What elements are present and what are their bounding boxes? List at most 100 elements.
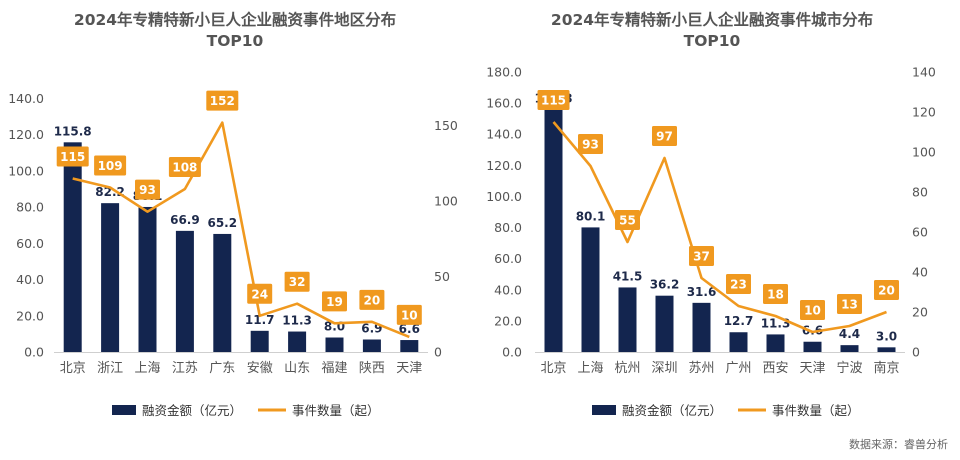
count-value-label: 24 — [251, 287, 268, 301]
left-axis-tick: 140.0 — [8, 91, 44, 106]
right-axis-tick: 150 — [434, 118, 458, 133]
count-value-label: 55 — [619, 214, 636, 228]
count-label-box — [94, 155, 127, 176]
right-axis-tick: 140 — [912, 65, 936, 80]
left-axis-tick: 60.0 — [16, 236, 44, 251]
bar-value-label: 12.7 — [724, 314, 754, 328]
count-label-box — [284, 271, 310, 292]
bar-value-label: 82.2 — [95, 185, 125, 199]
count-value-label: 20 — [364, 293, 381, 307]
count-value-label: 23 — [730, 278, 747, 292]
left-axis-tick: 0.0 — [24, 345, 44, 360]
count-label-box — [615, 210, 640, 230]
category-label: 南京 — [873, 360, 899, 376]
bar — [877, 347, 896, 352]
legend-bar-label: 融资金额（亿元） — [142, 403, 242, 418]
right-axis-tick: 20 — [912, 305, 928, 320]
chart-title: 2024年专精特新小巨人企业融资事件地区分布 — [74, 10, 396, 29]
bar — [138, 206, 157, 352]
category-label: 山东 — [284, 361, 310, 376]
left-axis-tick: 20.0 — [16, 308, 44, 323]
left-axis-tick: 40.0 — [16, 272, 44, 287]
bar — [692, 302, 711, 352]
category-label: 苏州 — [688, 360, 714, 376]
bar-value-label: 66.9 — [170, 213, 200, 227]
category-label: 杭州 — [614, 361, 640, 376]
right-axis-tick: 80 — [912, 185, 928, 200]
left-axis-tick: 80.0 — [494, 220, 522, 235]
count-label-box — [726, 274, 751, 294]
bar — [101, 203, 120, 352]
source-note: 数据来源：睿兽分析 — [849, 438, 948, 451]
category-label: 浙江 — [97, 361, 123, 376]
bar-value-label: 4.4 — [839, 327, 860, 341]
count-value-label: 152 — [210, 94, 235, 108]
category-label: 福建 — [321, 361, 347, 376]
category-label: 天津 — [396, 361, 422, 376]
bar-value-label: 11.3 — [282, 314, 312, 328]
category-label: 天津 — [799, 361, 825, 376]
right-axis-tick: 100 — [912, 145, 936, 160]
chart-title: 2024年专精特新小巨人企业融资事件城市分布 — [551, 10, 873, 29]
left-axis-tick: 140.0 — [486, 127, 522, 142]
category-label: 北京 — [60, 361, 86, 376]
chart-title: TOP10 — [684, 32, 741, 50]
left-axis-tick: 80.0 — [16, 200, 44, 215]
category-label: 广州 — [725, 361, 751, 376]
left-axis-tick: 0.0 — [502, 345, 522, 360]
count-value-label: 97 — [656, 130, 673, 144]
legend-bar-label: 融资金额（亿元） — [622, 403, 722, 418]
bar — [618, 287, 637, 352]
count-label-box — [689, 246, 714, 266]
count-value-label: 37 — [693, 250, 710, 264]
bar — [250, 330, 269, 352]
count-label-box — [837, 294, 862, 314]
bar — [766, 334, 785, 352]
category-label: 江苏 — [172, 360, 198, 376]
count-label-box — [135, 179, 160, 200]
bar — [544, 109, 563, 353]
count-label-box — [247, 283, 273, 304]
left-axis-tick: 40.0 — [494, 282, 522, 297]
category-label: 北京 — [540, 361, 566, 376]
bar-value-label: 115.8 — [54, 124, 92, 138]
count-label-box — [322, 291, 347, 312]
bar — [729, 332, 748, 352]
bar-value-label: 41.5 — [613, 269, 643, 283]
legend-bar-swatch — [592, 405, 616, 415]
right-axis-tick: 120 — [912, 105, 936, 120]
right-axis-tick: 0 — [912, 345, 920, 360]
count-label-box — [537, 90, 570, 110]
right-axis-tick: 40 — [912, 265, 928, 280]
legend-line-label: 事件数量（起） — [292, 403, 380, 418]
bar — [63, 142, 82, 352]
right-axis-tick: 0 — [434, 345, 442, 360]
count-value-label: 19 — [326, 295, 343, 309]
category-label: 陕西 — [359, 361, 385, 376]
chart-title: TOP10 — [207, 32, 264, 50]
count-value-label: 93 — [139, 183, 156, 197]
legend-line-label: 事件数量（起） — [772, 403, 860, 418]
count-label-box — [652, 126, 677, 146]
count-label-box — [874, 280, 899, 300]
count-value-label: 32 — [289, 275, 306, 289]
left-axis-tick: 120.0 — [8, 127, 44, 142]
region-chart: 2024年专精特新小巨人企业融资事件地区分布 TOP10 0.0 20.0 40.0 60… — [8, 10, 458, 418]
category-label: 上海 — [577, 361, 603, 376]
count-series-line — [552, 121, 887, 334]
left-axis-tick: 180.0 — [486, 65, 522, 80]
bar — [840, 345, 859, 352]
count-label-box — [206, 90, 239, 111]
count-value-label: 109 — [98, 159, 123, 173]
count-value-label: 18 — [767, 288, 784, 302]
legend-bar-swatch — [112, 405, 136, 415]
left-axis-tick: 100.0 — [486, 189, 522, 204]
left-axis-tick: 160.0 — [486, 96, 522, 111]
count-label-box — [396, 304, 422, 325]
count-label-box — [168, 157, 201, 178]
count-value-label: 115 — [541, 94, 566, 108]
bar-value-label: 31.6 — [687, 285, 717, 299]
bar — [362, 339, 381, 352]
bar — [400, 340, 419, 352]
count-value-label: 20 — [878, 284, 895, 298]
